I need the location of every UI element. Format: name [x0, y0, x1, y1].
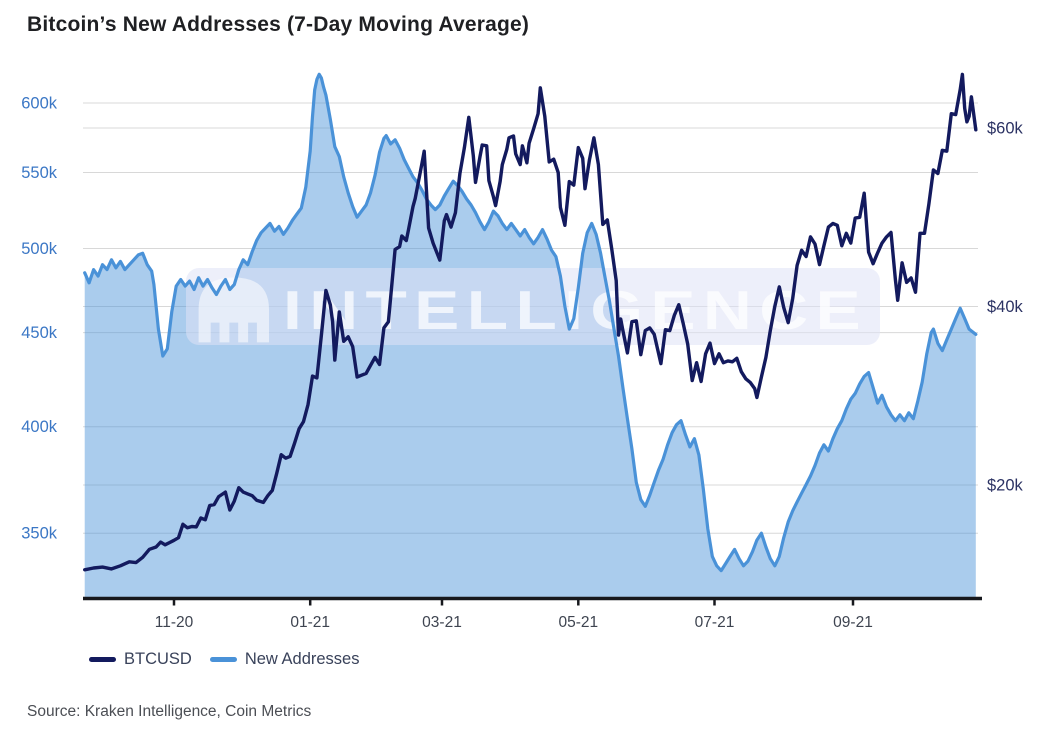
chart-legend: BTCUSD New Addresses — [89, 650, 359, 669]
legend-label-btcusd: BTCUSD — [124, 650, 192, 668]
btcusd-line-swatch — [89, 657, 116, 662]
x-axis-tick-label: 05-21 — [558, 614, 598, 631]
legend-label-new-addresses: New Addresses — [244, 650, 360, 668]
legend-item-new-addresses: New Addresses — [209, 650, 360, 669]
left-axis-tick-label: 450k — [21, 324, 58, 342]
right-axis-tick-label: $40k — [987, 298, 1024, 316]
new-addresses-line-swatch — [209, 657, 237, 662]
x-axis-tick-label: 07-21 — [695, 614, 735, 631]
x-axis-tick-label: 11-20 — [155, 614, 194, 631]
btcusd-line — [83, 72, 978, 572]
page-title: Bitcoin’s New Addresses (7-Day Moving Av… — [27, 13, 530, 36]
watermark-text: INTELLIGENCE — [283, 279, 868, 341]
right-axis-tick-label: $20k — [987, 477, 1024, 495]
new-addresses-line — [83, 72, 978, 573]
right-axis-tick-label: $60k — [987, 120, 1024, 138]
left-axis-tick-label: 350k — [21, 525, 58, 543]
x-axis-tick-label: 01-21 — [290, 614, 330, 631]
x-axis-tick-label: 09-21 — [833, 614, 873, 631]
left-axis-tick-label: 400k — [21, 418, 58, 436]
x-axis-tick-label: 03-21 — [422, 614, 462, 631]
left-axis-labels: 600k 550k 500k 450k 400k 350k — [21, 95, 58, 543]
left-axis-tick-label: 550k — [21, 164, 58, 182]
x-axis: 11-20 01-21 03-21 05-21 07-21 09-21 — [83, 596, 982, 631]
left-axis-tick-label: 500k — [21, 240, 58, 258]
left-axis-tick-label: 600k — [21, 95, 58, 113]
source-caption: Source: Kraken Intelligence, Coin Metric… — [27, 703, 312, 720]
right-axis-labels: $60k $40k $20k — [987, 120, 1024, 495]
legend-item-btcusd: BTCUSD — [89, 650, 192, 669]
